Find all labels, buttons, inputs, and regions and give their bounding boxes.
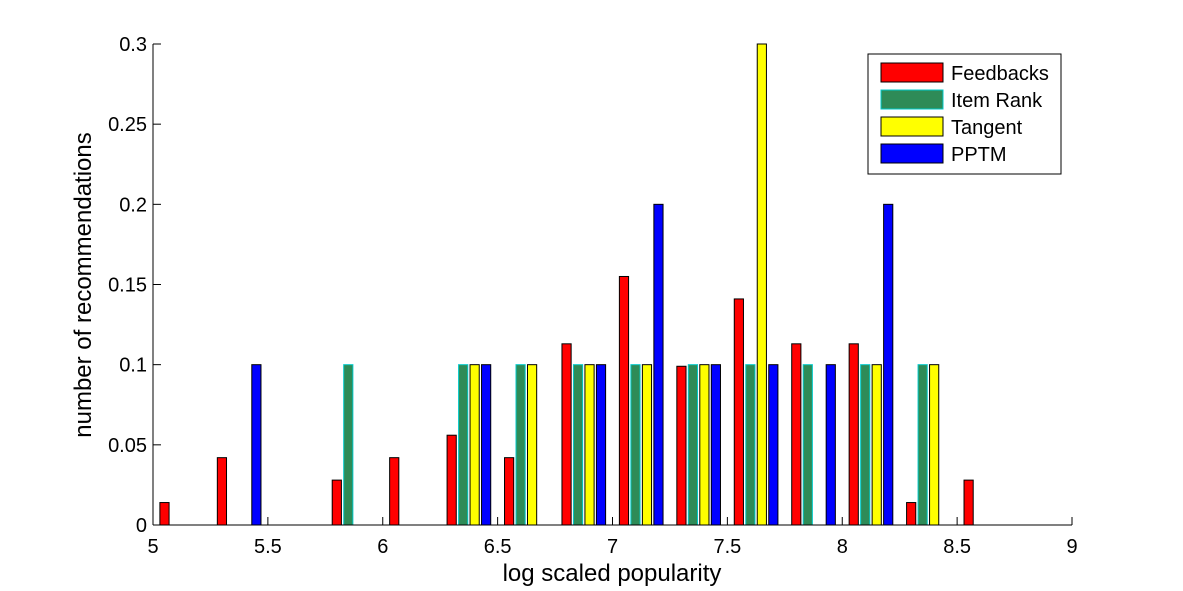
bar-tangent-13 (929, 364, 940, 526)
y-tick-label: 0.15 (108, 275, 147, 297)
x-tick-label: 5.5 (254, 536, 282, 558)
legend-label-item-rank: Item Rank (951, 90, 1043, 112)
x-tick-label: 8.5 (943, 536, 971, 558)
bar-feedbacks-14 (963, 479, 974, 526)
y-tick-label: 0 (136, 515, 147, 537)
y-tick-label: 0.05 (108, 435, 147, 457)
bar-pptm-10 (768, 364, 779, 526)
legend-swatch-feedbacks (880, 62, 944, 83)
bar-pptm-12 (883, 203, 894, 526)
bar-tangent-9 (699, 364, 710, 526)
bar-item-rank-3 (343, 364, 354, 526)
x-tick-label: 7 (607, 536, 618, 558)
bar-item-rank-7 (572, 364, 584, 526)
bar-feedbacks-8 (618, 275, 630, 526)
bar-tangent-5 (469, 364, 480, 526)
bar-tangent-8 (641, 364, 653, 526)
legend: Feedbacks Item Rank Tangent PPTM (867, 53, 1062, 175)
x-tick-label: 7.5 (713, 536, 741, 558)
bar-item-rank-8 (630, 364, 641, 526)
bar-item-rank-12 (860, 364, 871, 526)
legend-label-feedbacks: Feedbacks (951, 63, 1049, 85)
x-tick-label: 6.5 (484, 536, 512, 558)
axes-group: 5 5.5 6 6.5 7 7.5 8 8.5 9 0 0.05 0.1 0.15 0.2 0.25 0.3 (108, 34, 1078, 558)
bar-tangent-10 (756, 43, 767, 526)
bar-feedbacks-7 (561, 343, 572, 526)
x-axis-title: log scaled popularity (503, 560, 722, 587)
bar-item-rank-5 (458, 364, 469, 526)
bar-pptm-1 (251, 364, 262, 526)
bar-item-rank-10 (745, 364, 756, 526)
bar-feedbacks-4 (389, 457, 400, 526)
bar-feedbacks-5 (446, 434, 457, 526)
bar-feedbacks-6 (504, 457, 515, 526)
bar-feedbacks-9 (676, 365, 687, 526)
legend-label-tangent: Tangent (951, 117, 1023, 139)
legend-label-pptm: PPTM (951, 144, 1007, 166)
bar-tangent-6 (526, 364, 538, 526)
bar-pptm-5 (481, 364, 492, 526)
bar-item-rank-9 (687, 364, 699, 526)
legend-swatch-item-rank (880, 89, 944, 110)
x-tick-label: 6 (377, 536, 388, 558)
legend-swatch-tangent (880, 116, 944, 137)
x-tick-label: 5 (147, 536, 158, 558)
bar-feedbacks-0 (159, 502, 170, 526)
y-tick-label: 0.1 (119, 355, 147, 377)
bar-item-rank-13 (917, 364, 928, 526)
bar-feedbacks-1 (216, 457, 228, 526)
bar-pptm-7 (595, 364, 607, 526)
x-tick-label: 8 (837, 536, 848, 558)
bar-tangent-7 (584, 364, 595, 526)
y-tick-label: 0.25 (108, 114, 147, 136)
bar-feedbacks-13 (906, 502, 917, 526)
x-tick-label: 9 (1066, 536, 1077, 558)
bar-feedbacks-12 (848, 343, 859, 526)
bar-item-rank-11 (802, 364, 813, 526)
y-tick-label: 0.2 (119, 194, 147, 216)
y-axis-title: number of recommendations (70, 132, 97, 437)
bar-feedbacks-3 (331, 479, 342, 526)
bar-tangent-12 (871, 364, 882, 526)
bar-pptm-11 (825, 364, 836, 526)
bar-item-rank-6 (515, 364, 526, 526)
bar-feedbacks-11 (791, 343, 802, 526)
bar-feedbacks-10 (733, 298, 744, 526)
legend-swatch-pptm (880, 143, 944, 164)
y-tick-label: 0.3 (119, 34, 147, 56)
bar-pptm-8 (653, 203, 664, 526)
bar-pptm-9 (710, 364, 721, 526)
